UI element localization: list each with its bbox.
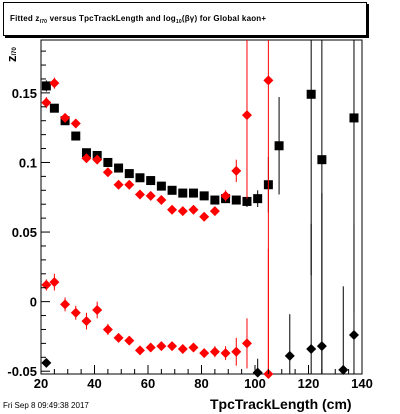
data-point	[135, 173, 145, 183]
y-tick-label: 0	[30, 295, 37, 310]
data-point	[156, 195, 167, 206]
data-point	[124, 335, 135, 346]
data-point	[316, 341, 327, 352]
data-point	[284, 350, 295, 361]
data-point	[253, 194, 263, 204]
x-tick-label: 40	[87, 376, 101, 391]
data-point	[102, 167, 113, 178]
data-point	[188, 342, 199, 353]
data-point	[70, 307, 81, 318]
data-point	[263, 75, 274, 86]
data-point	[134, 189, 145, 200]
title-part-1: Fitted z	[10, 14, 40, 23]
title-subscript-1: I70	[39, 19, 48, 25]
data-point	[124, 179, 135, 190]
data-point	[156, 341, 167, 352]
y-axis-title: zI70	[4, 47, 19, 62]
data-marks	[41, 40, 359, 379]
data-point	[113, 332, 124, 343]
data-point	[81, 316, 92, 327]
series-2	[41, 248, 274, 379]
data-point	[60, 112, 71, 123]
data-point	[70, 118, 81, 129]
data-point	[220, 190, 231, 201]
y-tick-label: -0.05	[7, 364, 37, 379]
data-point	[231, 346, 242, 357]
axes: 20 40 60 80 100 120 140 -0.05 0 0.05 0.1 0.15	[7, 50, 373, 391]
data-point	[274, 141, 284, 151]
data-point	[349, 113, 359, 123]
title-subscript-2: 10	[175, 19, 182, 25]
data-point	[92, 304, 103, 315]
data-point	[199, 191, 209, 201]
data-point	[81, 148, 91, 158]
data-point	[167, 204, 178, 215]
data-point	[306, 89, 316, 99]
data-point	[306, 343, 317, 354]
footer-timestamp: Fri Sep 8 09:49:38 2017	[3, 401, 89, 410]
title-part-3: (βγ) for Global kaon+	[181, 14, 267, 23]
data-point	[199, 348, 210, 359]
data-point	[317, 155, 327, 165]
x-axis-title: TpcTrackLength (cm)	[210, 396, 352, 412]
x-tick-label: 20	[34, 376, 48, 391]
data-point	[49, 78, 60, 89]
data-point	[167, 185, 177, 195]
data-point	[41, 357, 52, 368]
data-point	[209, 346, 220, 357]
data-point	[241, 338, 252, 349]
x-tick-label: 100	[244, 376, 266, 391]
data-point	[241, 110, 252, 121]
series-3	[41, 193, 359, 378]
data-point	[178, 188, 188, 198]
data-point	[177, 343, 188, 354]
data-point	[60, 299, 71, 310]
data-point	[210, 195, 220, 205]
y-axis-label-subscript: I70	[12, 47, 18, 56]
data-point	[124, 169, 134, 179]
chart-title: Fitted zI70 versus TpcTrackLength and lo…	[10, 14, 267, 25]
data-point	[81, 153, 92, 164]
x-tick-label: 80	[194, 376, 208, 391]
x-tick-label: 60	[141, 376, 155, 391]
y-tick-label: 0.15	[12, 86, 37, 101]
data-point	[167, 341, 178, 352]
y-axis-label: z	[4, 55, 19, 63]
data-point	[41, 97, 52, 108]
data-point	[156, 181, 166, 191]
data-point	[92, 154, 103, 165]
data-point	[49, 277, 60, 288]
data-point	[242, 196, 252, 206]
x-tick-label: 120	[298, 376, 320, 391]
data-point	[188, 204, 199, 215]
data-point	[188, 188, 198, 198]
data-point	[41, 81, 51, 91]
data-point	[231, 165, 242, 176]
data-point	[102, 324, 113, 335]
data-point	[145, 342, 156, 353]
title-box: Fitted zI70 versus TpcTrackLength and lo…	[3, 2, 367, 36]
data-point	[71, 131, 81, 141]
data-point	[113, 179, 124, 190]
data-point	[209, 206, 220, 217]
data-point	[146, 176, 156, 186]
series-1	[41, 40, 274, 374]
data-point	[231, 195, 241, 205]
data-point	[220, 348, 231, 359]
data-point	[49, 103, 59, 113]
y-tick-label: 0.05	[12, 225, 37, 240]
data-point	[145, 190, 156, 201]
x-tick-label: 140	[351, 376, 373, 391]
data-point	[103, 157, 113, 167]
data-point	[199, 211, 210, 222]
data-point	[134, 345, 145, 356]
data-point	[338, 364, 349, 375]
data-point	[177, 206, 188, 217]
y-tick-label: 0.1	[19, 155, 37, 170]
data-point	[348, 330, 359, 341]
data-point	[114, 163, 124, 173]
title-part-2: versus TpcTrackLength and log	[47, 14, 176, 23]
